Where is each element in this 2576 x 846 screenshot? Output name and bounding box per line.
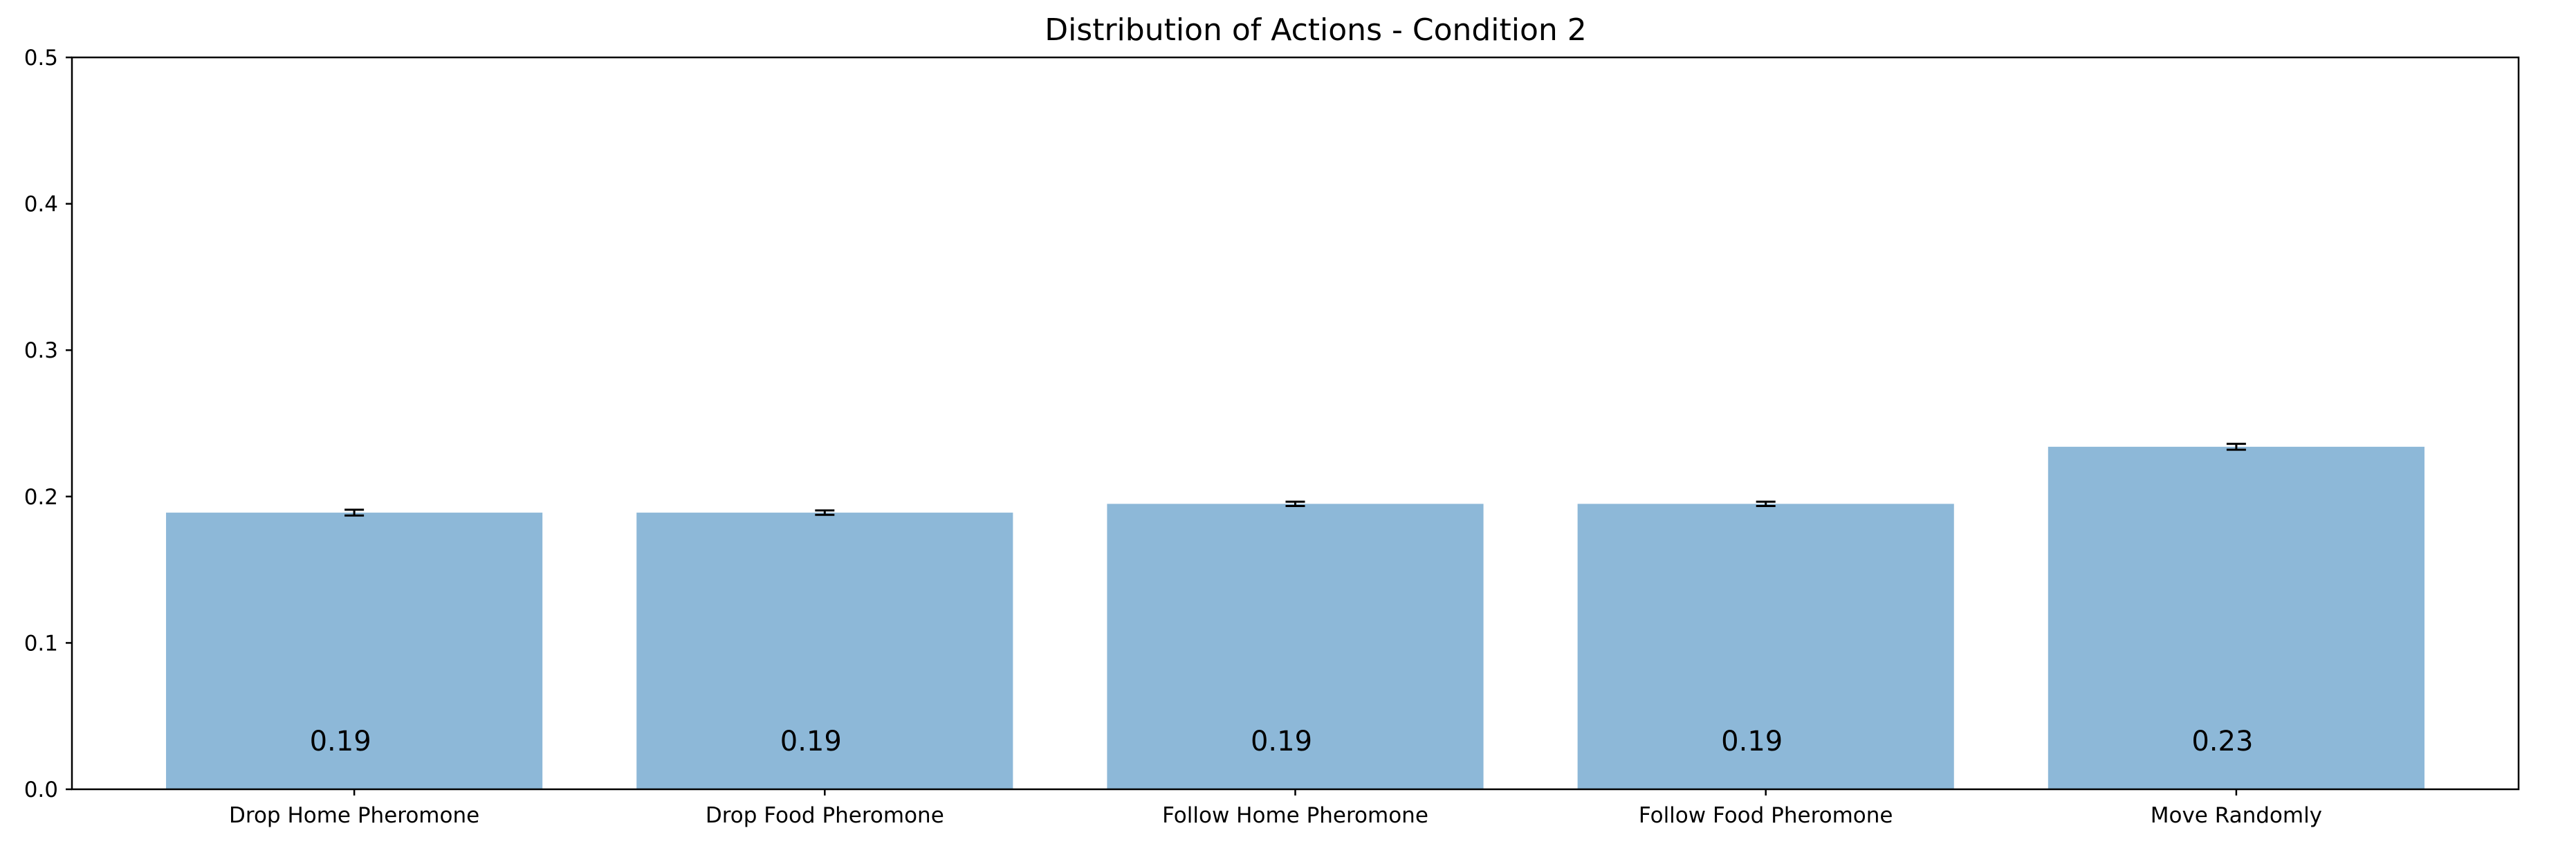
error-bars-group [344, 443, 2246, 517]
bar [1577, 504, 1954, 789]
x-tick-label: Move Randomly [2151, 803, 2322, 828]
chart-title: Distribution of Actions - Condition 2 [1045, 12, 1587, 48]
x-tick-label: Drop Home Pheromone [229, 803, 479, 828]
x-tick-label: Follow Home Pheromone [1162, 803, 1428, 828]
data-label: 0.19 [780, 726, 842, 757]
bar [636, 513, 1013, 789]
bar [1107, 504, 1484, 789]
x-tick-label: Follow Food Pheromone [1639, 803, 1893, 828]
data-label: 0.23 [2191, 726, 2253, 757]
y-axis: 0.0 0.1 0.2 0.3 0.4 0.5 [24, 46, 72, 802]
data-label: 0.19 [1721, 726, 1783, 757]
data-labels-group: 0.19 0.19 0.19 0.19 0.23 [310, 726, 2254, 757]
bar [166, 513, 543, 789]
y-tick-label: 0.2 [24, 485, 58, 510]
data-label: 0.19 [1251, 726, 1312, 757]
x-axis: Drop Home Pheromone Drop Food Pheromone Fo… [229, 789, 2322, 828]
bars-group [166, 446, 2425, 789]
y-tick-label: 0.3 [24, 338, 58, 363]
bar [2048, 446, 2425, 789]
x-tick-label: Drop Food Pheromone [706, 803, 944, 828]
y-tick-label: 0.5 [24, 46, 58, 71]
y-tick-label: 0.0 [24, 778, 58, 802]
y-tick-label: 0.1 [24, 631, 58, 656]
data-label: 0.19 [310, 726, 371, 757]
y-tick-label: 0.4 [24, 192, 58, 217]
